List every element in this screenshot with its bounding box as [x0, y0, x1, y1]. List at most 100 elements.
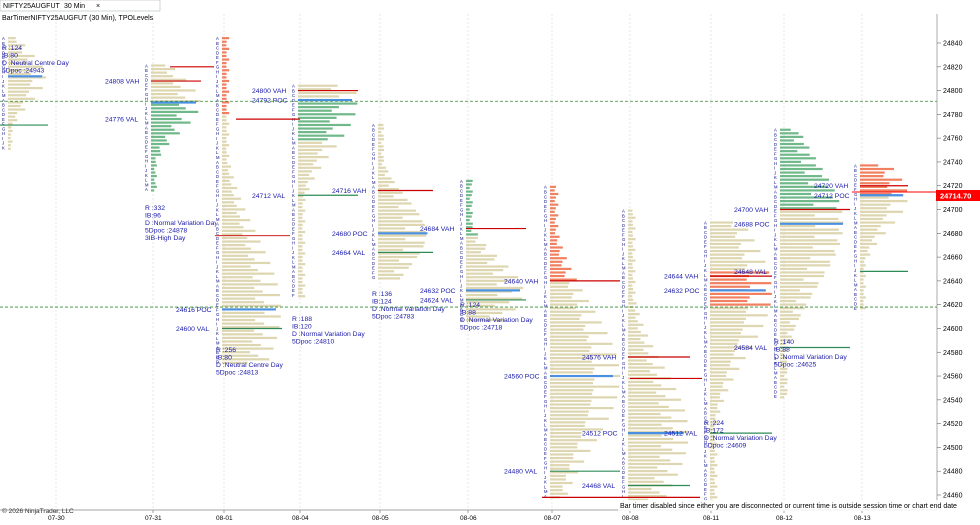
tpo-letter: F	[704, 430, 707, 435]
tpo-letter: C	[216, 46, 219, 51]
tab-close-icon[interactable]: ×	[96, 3, 100, 10]
tpo-letter: B	[704, 473, 707, 478]
tpo-letter: E	[544, 451, 547, 456]
tpo-letter: H	[145, 97, 148, 102]
tpo-letter: B	[372, 251, 375, 256]
tpo-bar	[378, 263, 413, 266]
tpo-bar	[860, 217, 883, 221]
tpo-letter: L	[622, 446, 625, 451]
profile-08-11[interactable]: ABCDEFGHIJKLMABCDEFGHIJKLMABCDEFGHIJKLMA…	[664, 220, 777, 502]
tpo-bar	[151, 64, 166, 67]
tpo-letter: K	[774, 237, 777, 242]
tpo-bar	[466, 244, 487, 247]
tpo-letter: L	[544, 361, 547, 366]
tpo-bar	[710, 349, 735, 353]
tpo-bar	[222, 297, 256, 300]
tpo-bar	[298, 241, 306, 244]
session-info: 5Dpoc :24625	[774, 362, 817, 369]
tpo-bar	[151, 132, 180, 135]
tpo-bar	[710, 228, 749, 231]
tpo-letter: J	[544, 475, 546, 480]
tpo-letter: M	[216, 155, 220, 160]
tpo-bar	[550, 371, 593, 374]
profile-08-07[interactable]: ABCDEFGHIJKLMABCDEFGHIJKLMABCDEFGHIJKLMA…	[504, 185, 620, 499]
tpo-letter: J	[216, 203, 218, 208]
tpo-bar	[466, 226, 473, 229]
session-info: R :332	[145, 205, 165, 212]
profile-08-04[interactable]: ABCDEFGHIJKLMABCDEFGHIJKLMABCDEFGHIJKLMA…	[252, 84, 365, 346]
tpo-letter: D	[704, 297, 707, 302]
tpo-bar	[222, 261, 271, 265]
profile-08-12[interactable]: ABCDEFGHIJKLMABCDEFGHIJKLMABCDEFGHIJKLMA…	[734, 128, 850, 400]
level-label: 24792 POC	[252, 98, 288, 105]
tpo-letter: H	[622, 366, 625, 371]
tpo-bar	[628, 462, 683, 466]
tpo-bar	[710, 285, 750, 288]
tpo-bar	[8, 115, 16, 118]
tpo-letter: M	[292, 203, 296, 208]
tpo-letter: D	[292, 98, 295, 103]
profile-08-01[interactable]: ABCDEFGHIJKLMABCDEFGHIJKLMABCDEFGHIJKLMA…	[176, 36, 283, 376]
tpo-letter: B	[372, 128, 375, 133]
tpo-letter: M	[292, 264, 296, 269]
tpo-letter: K	[544, 356, 547, 361]
tpo-bar	[151, 71, 167, 74]
tpo-bar	[466, 183, 472, 186]
tpo-bar	[222, 265, 251, 268]
tpo-bar	[860, 246, 870, 249]
tpo-bar	[298, 106, 339, 109]
tpo-bar	[710, 417, 716, 420]
tpo-bar	[628, 427, 673, 430]
tpo-bar	[8, 62, 28, 65]
tpo-letter: H	[704, 377, 707, 382]
tpo-bar	[222, 51, 227, 54]
profile-08-08[interactable]: ABCDEFGHIJKLMABCDEFGHIJKLMABCDEFGHIJKLMA…	[582, 209, 690, 504]
tpo-letter: H	[774, 347, 777, 352]
tpo-letter: H	[372, 156, 375, 161]
tab-instrument[interactable]: NIFTY25AUGFUT	[3, 3, 61, 10]
tpo-letter: F	[460, 203, 463, 208]
tpo-bar	[298, 223, 303, 226]
tpo-bar	[860, 289, 864, 292]
tpo-letter: B	[774, 318, 777, 323]
tpo-bar	[151, 178, 155, 181]
tpo-letter: I	[622, 247, 623, 252]
tpo-letter: J	[460, 283, 462, 288]
tpo-bar	[628, 220, 633, 223]
tpo-bar	[780, 364, 785, 367]
tpo-bar	[151, 107, 186, 110]
tpo-bar	[550, 246, 563, 249]
tpo-bar	[550, 296, 572, 299]
tpo-bar	[550, 399, 592, 403]
tpo-bar	[298, 188, 310, 191]
tpo-bar	[710, 328, 743, 331]
tpo-letter: M	[622, 451, 626, 456]
tpo-letter: C	[2, 107, 5, 112]
tpo-bar	[780, 253, 836, 256]
tpo-bar	[550, 449, 591, 452]
tpo-bar	[550, 332, 608, 335]
tpo-bar	[550, 210, 555, 213]
tpo-bar	[298, 173, 310, 177]
tpo-letter-column	[854, 164, 858, 311]
tpo-letter: L	[2, 88, 5, 93]
tab-interval[interactable]: 30 Min	[64, 3, 85, 10]
tpo-bar	[298, 113, 356, 116]
tpo-bar	[860, 249, 868, 253]
tpo-letter: L	[622, 385, 625, 390]
tpo-bar	[550, 417, 609, 420]
tpo-letter: K	[854, 211, 857, 216]
tpo-letter: F	[622, 232, 625, 237]
tpo-letter: B	[854, 168, 857, 173]
tpo-letter: D	[460, 193, 463, 198]
tpo-letter: L	[622, 323, 625, 328]
tpo-bar	[550, 353, 617, 356]
tpo-letter: D	[372, 137, 375, 142]
